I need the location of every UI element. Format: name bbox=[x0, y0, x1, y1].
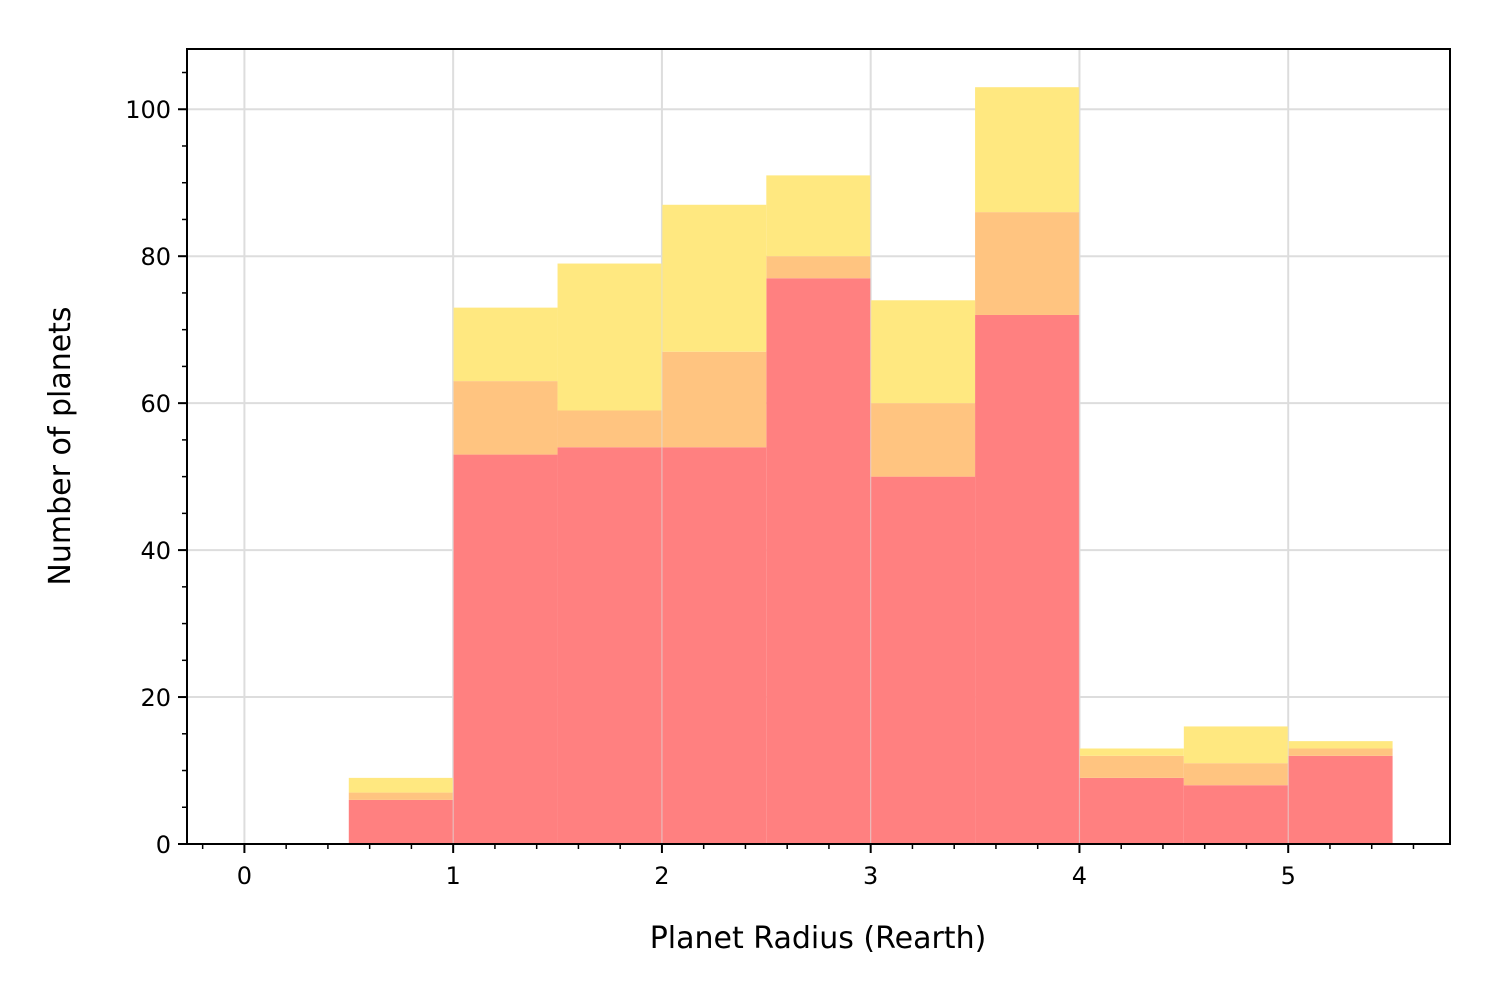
bar-series-3 bbox=[661, 204, 767, 352]
x-tick-label: 2 bbox=[654, 862, 669, 890]
y-tick-label: 100 bbox=[125, 96, 171, 124]
bar-series-2 bbox=[557, 410, 662, 448]
y-axis-label: Number of planets bbox=[43, 306, 78, 585]
bar-series-1 bbox=[766, 278, 871, 844]
bar-series-3 bbox=[1183, 726, 1289, 764]
bar-series-3 bbox=[348, 777, 454, 793]
bar-series-1 bbox=[557, 447, 662, 844]
bar-series-3 bbox=[1079, 748, 1184, 756]
x-tick-label: 3 bbox=[863, 862, 878, 890]
y-tick-label: 40 bbox=[140, 537, 171, 565]
bar-series-1 bbox=[661, 447, 767, 844]
bar-series-3 bbox=[1288, 741, 1393, 749]
y-tick-label: 60 bbox=[140, 390, 171, 418]
ticks-layer: 0 1 2 3 4 5 0 20 40 60 80 100 bbox=[125, 71, 1415, 890]
x-tick-label: 0 bbox=[237, 862, 252, 890]
y-tick-label: 0 bbox=[156, 831, 171, 859]
bar-series-2 bbox=[1079, 755, 1184, 778]
bar-series-2 bbox=[975, 212, 1080, 315]
x-axis-label: Planet Radius (Rearth) bbox=[650, 921, 987, 956]
x-tick-label: 1 bbox=[446, 862, 461, 890]
bars-layer bbox=[243, 49, 1393, 844]
bar-series-3 bbox=[453, 307, 558, 382]
bar-series-2 bbox=[1288, 748, 1393, 756]
plot-frame bbox=[186, 48, 1451, 845]
bar-series-2 bbox=[453, 381, 558, 455]
bar-series-1 bbox=[1288, 755, 1393, 844]
bar-series-1 bbox=[870, 476, 976, 844]
y-tick-label: 20 bbox=[140, 684, 171, 712]
bar-series-3 bbox=[870, 300, 976, 404]
bar-series-1 bbox=[453, 454, 558, 844]
bar-series-1 bbox=[1183, 785, 1289, 844]
bar-series-1 bbox=[1079, 777, 1184, 844]
x-tick-label: 5 bbox=[1281, 862, 1296, 890]
bar-series-2 bbox=[661, 351, 767, 448]
bar-series-2 bbox=[348, 792, 454, 800]
bar-series-1 bbox=[348, 799, 454, 844]
bar-series-3 bbox=[975, 87, 1080, 213]
bar-series-3 bbox=[766, 175, 871, 257]
bar-series-1 bbox=[975, 314, 1080, 844]
bar-series-2 bbox=[1183, 763, 1289, 786]
bar-series-2 bbox=[870, 403, 976, 477]
x-tick-label: 4 bbox=[1072, 862, 1087, 890]
y-tick-label: 80 bbox=[140, 243, 171, 271]
bar-series-2 bbox=[766, 256, 871, 279]
bar-series-3 bbox=[557, 263, 662, 411]
